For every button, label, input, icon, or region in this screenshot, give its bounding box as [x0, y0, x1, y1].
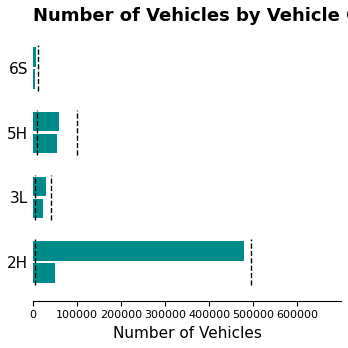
Bar	[33, 112, 60, 132]
X-axis label: Number of Vehicles: Number of Vehicles	[112, 326, 261, 341]
Bar	[33, 263, 55, 283]
Bar	[33, 241, 244, 261]
Bar	[33, 69, 35, 89]
Bar	[33, 199, 42, 218]
Bar	[33, 47, 35, 67]
Bar	[33, 134, 57, 153]
Text: Number of Vehicles by Vehicle Clas: Number of Vehicles by Vehicle Clas	[33, 7, 348, 25]
Bar	[33, 177, 46, 196]
